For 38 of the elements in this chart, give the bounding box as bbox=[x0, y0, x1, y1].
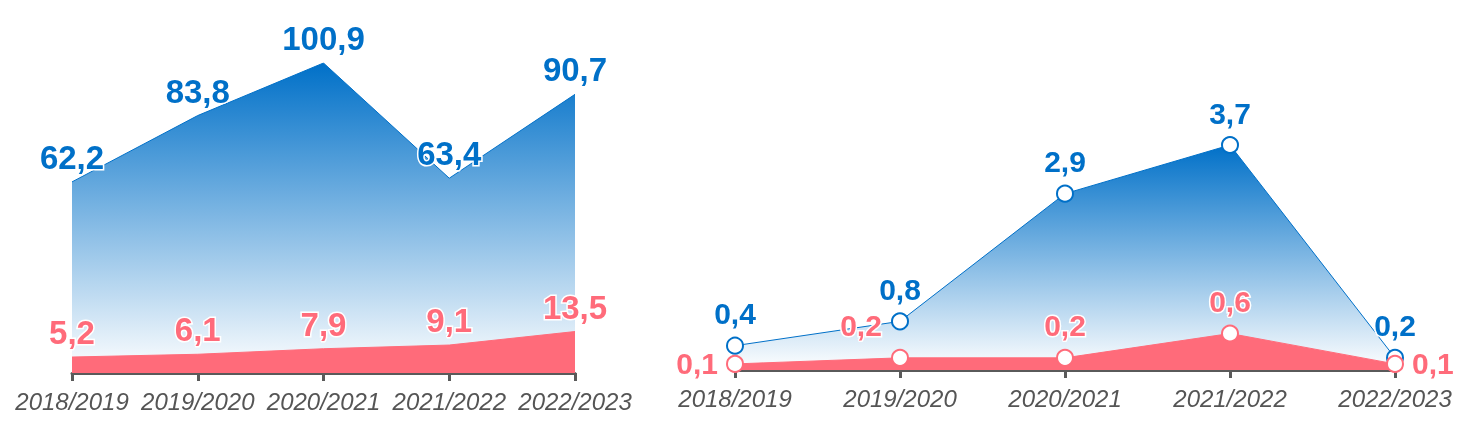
data-label: 7,9 bbox=[300, 305, 347, 343]
x-tick-label: 2021/2022 bbox=[391, 387, 506, 415]
data-label: 6,1 bbox=[174, 311, 221, 349]
x-tick-label: 2021/2022 bbox=[1172, 384, 1287, 412]
point bbox=[726, 354, 744, 373]
data-label: 62,2 bbox=[39, 138, 105, 176]
data-label: 9,1 bbox=[426, 302, 473, 340]
point bbox=[891, 348, 909, 367]
data-label: 83,8 bbox=[165, 72, 230, 110]
x-tick-label: 2022/2023 bbox=[1337, 384, 1453, 412]
data-label: 90,7 bbox=[542, 51, 608, 89]
point bbox=[1056, 184, 1074, 203]
point bbox=[1221, 136, 1239, 154]
data-label: 2,9 bbox=[1044, 145, 1086, 179]
x-tick-label: 2020/2021 bbox=[265, 387, 381, 415]
data-label: 0,1 bbox=[1412, 347, 1454, 381]
data-label: 13,5 bbox=[542, 288, 608, 326]
x-tick-label: 2018/2019 bbox=[677, 384, 792, 412]
data-label: 0,6 bbox=[1209, 285, 1251, 319]
point bbox=[1386, 354, 1404, 373]
data-label: 100,9 bbox=[282, 20, 365, 57]
x-tick-label: 2019/2020 bbox=[842, 384, 958, 412]
data-label: 0,2 bbox=[1374, 309, 1416, 343]
point bbox=[1221, 324, 1239, 343]
x-tick-label: 2019/2020 bbox=[140, 387, 256, 415]
data-label: 3,7 bbox=[1209, 96, 1251, 130]
data-label: 0,1 bbox=[676, 347, 718, 381]
data-label: 63,4 bbox=[417, 135, 483, 173]
x-tick-label: 2018/2019 bbox=[14, 387, 129, 415]
data-label: 0,2 bbox=[1044, 309, 1086, 343]
point bbox=[726, 336, 744, 355]
point bbox=[891, 312, 909, 331]
x-tick-label: 2022/2023 bbox=[517, 387, 633, 415]
x-tick-label: 2020/2021 bbox=[1007, 384, 1122, 412]
data-label: 5,2 bbox=[49, 314, 95, 352]
data-label: 0,4 bbox=[714, 297, 757, 331]
data-label: 0,8 bbox=[879, 272, 921, 306]
point bbox=[1056, 348, 1074, 367]
